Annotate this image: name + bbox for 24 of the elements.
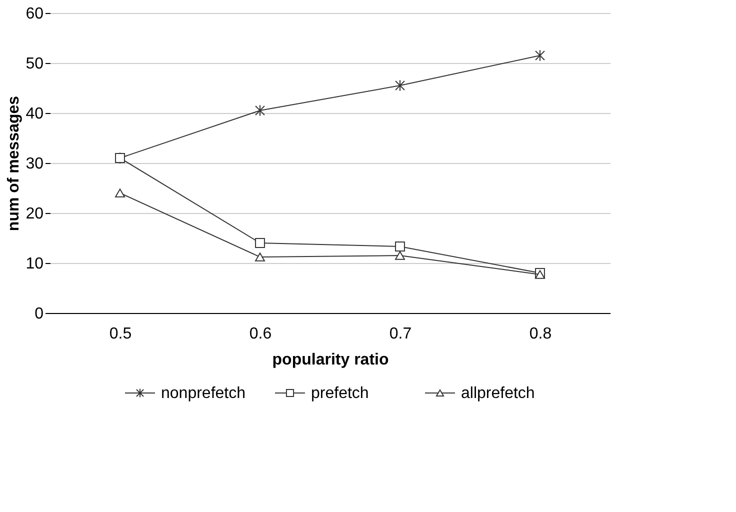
point <box>115 188 125 198</box>
point <box>255 238 265 248</box>
point <box>395 242 405 252</box>
point <box>255 104 265 116</box>
legend-label: prefetch <box>311 385 369 402</box>
y-tick-label: 10 <box>26 256 44 272</box>
x-tick-label: 0.6 <box>249 326 272 342</box>
point <box>535 50 545 62</box>
y-tick-label: 20 <box>26 206 44 222</box>
y-tick-label: 30 <box>26 156 44 172</box>
x-tick-label: 0.8 <box>529 326 552 342</box>
y-tick-label: 40 <box>26 106 44 122</box>
y-tick-label: 60 <box>26 6 44 22</box>
y-tick-label: 50 <box>26 56 44 72</box>
point <box>395 251 405 260</box>
x-tick-label: 0.5 <box>109 326 132 342</box>
legend-label: nonprefetch <box>161 385 246 402</box>
x-axis-title: popularity ratio <box>272 352 389 368</box>
point <box>395 80 405 92</box>
y-axis-title: num of messages <box>6 96 23 232</box>
x-tick-label: 0.7 <box>389 326 412 342</box>
legend-label: allprefetch <box>461 385 535 402</box>
y-tick-label: 0 <box>34 306 44 322</box>
point <box>255 252 265 262</box>
